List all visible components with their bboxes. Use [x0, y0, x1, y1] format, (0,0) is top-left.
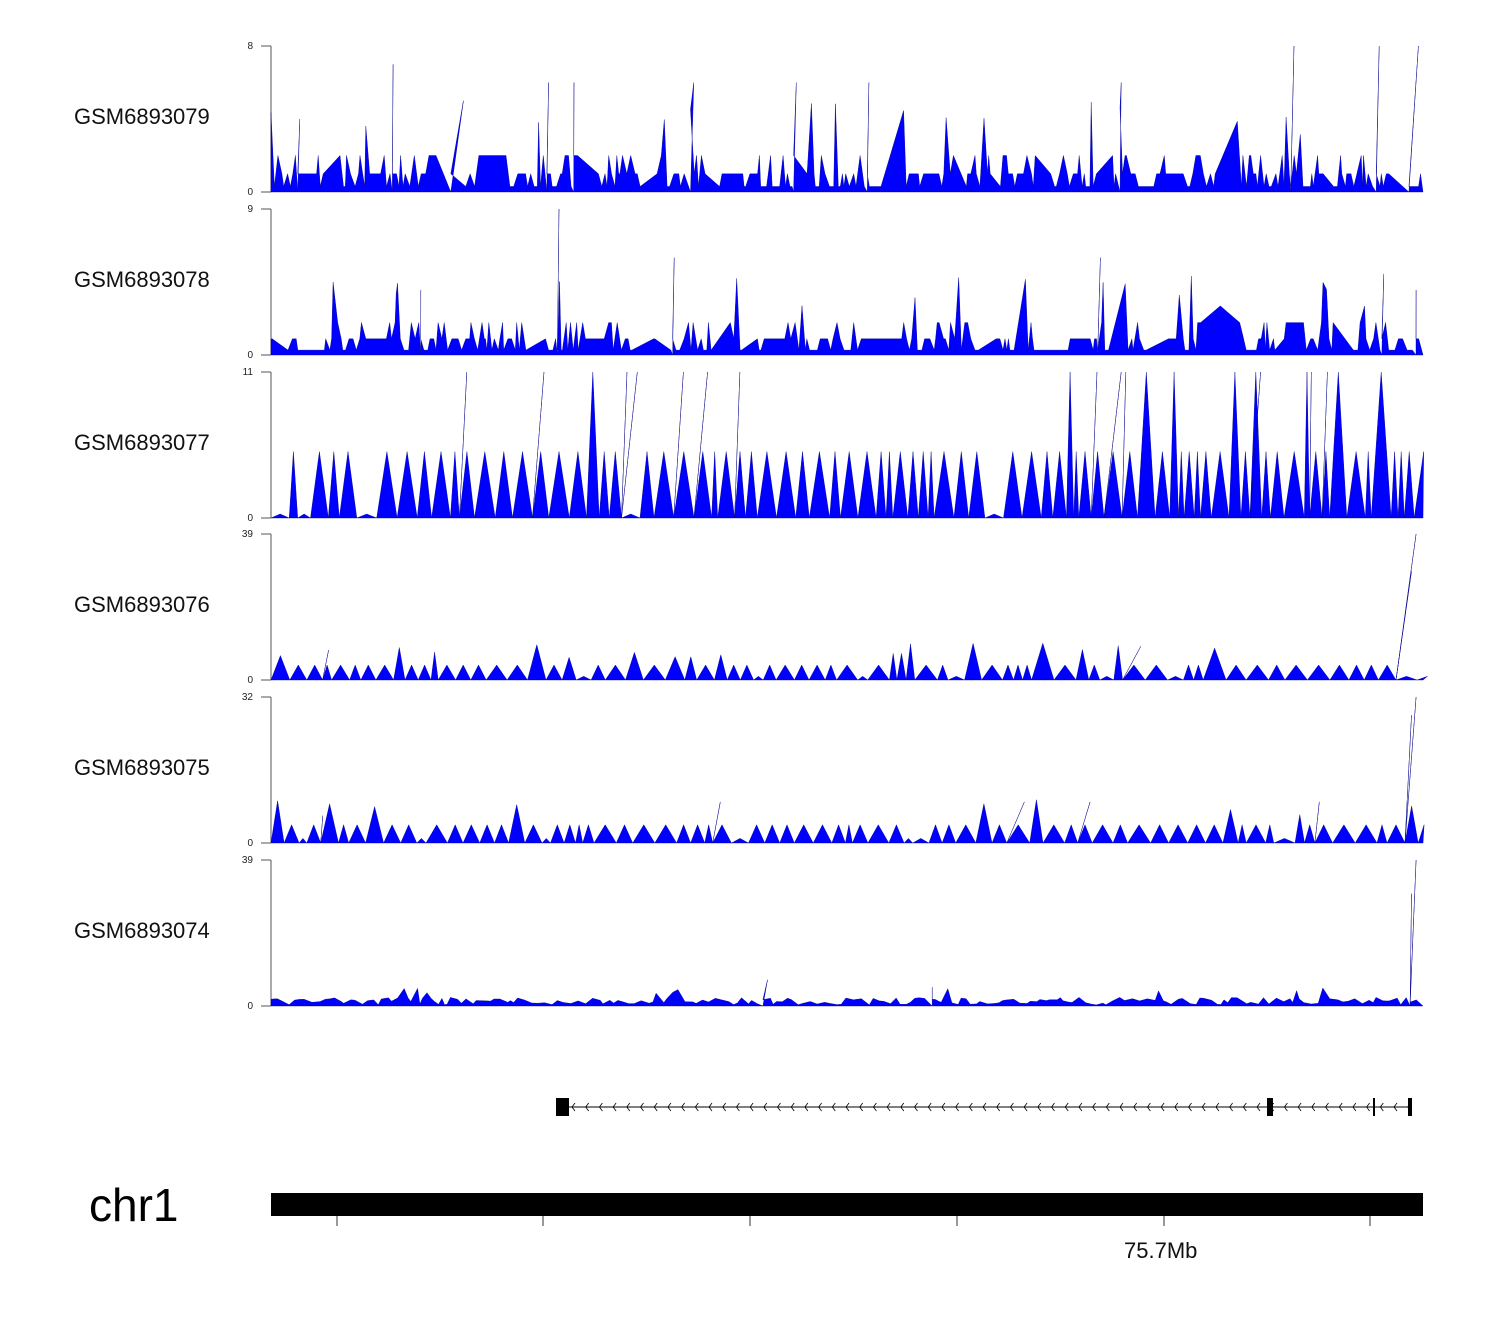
- track-label: GSM6893077: [74, 430, 210, 455]
- exon: [556, 1098, 569, 1116]
- strand-arrow: [927, 1102, 932, 1112]
- strand-arrow: [1119, 1102, 1124, 1112]
- strand-arrow: [1366, 1102, 1370, 1112]
- chromosome-bar: [271, 1193, 1423, 1216]
- strand-arrow: [681, 1102, 685, 1112]
- strand-arrow: [777, 1102, 781, 1112]
- y-min-label: 0: [247, 675, 253, 686]
- signal-area-GSM6893077: [270, 371, 1424, 519]
- x-tick-label: 75.7Mb: [1124, 1238, 1198, 1263]
- y-max-label: 8: [247, 41, 253, 52]
- exon: [1408, 1098, 1412, 1116]
- strand-arrow: [1037, 1102, 1042, 1112]
- y-max-label: 32: [242, 692, 254, 703]
- strand-arrow: [1092, 1102, 1096, 1112]
- strand-arrow: [1188, 1102, 1192, 1112]
- strand-arrow: [640, 1102, 644, 1112]
- y-min-label: 0: [247, 1001, 253, 1012]
- strand-arrow: [722, 1102, 727, 1112]
- track-label: GSM6893079: [74, 104, 210, 129]
- y-max-label: 11: [243, 367, 254, 378]
- strand-arrow: [653, 1102, 658, 1112]
- strand-arrow: [585, 1102, 590, 1112]
- strand-arrow: [1174, 1102, 1179, 1112]
- strand-arrow: [667, 1102, 672, 1112]
- chromosome-label: chr1: [89, 1179, 179, 1231]
- strand-arrow: [955, 1102, 959, 1112]
- strand-arrow: [1379, 1102, 1384, 1112]
- track-label: GSM6893074: [74, 918, 210, 943]
- strand-arrow: [1242, 1102, 1247, 1112]
- strand-arrow: [1338, 1102, 1343, 1112]
- strand-arrow: [941, 1102, 946, 1112]
- strand-arrow: [914, 1102, 918, 1112]
- exon: [1373, 1098, 1375, 1116]
- exon: [1267, 1098, 1273, 1116]
- strand-arrow: [735, 1102, 740, 1112]
- y-min-label: 0: [247, 350, 253, 361]
- strand-arrow: [763, 1102, 768, 1112]
- strand-arrow: [1051, 1102, 1055, 1112]
- strand-arrow: [1105, 1102, 1110, 1112]
- strand-arrow: [1325, 1102, 1329, 1112]
- strand-arrow: [612, 1102, 617, 1112]
- y-min-label: 0: [247, 513, 253, 524]
- y-min-label: 0: [247, 838, 253, 849]
- strand-arrow: [1064, 1102, 1069, 1112]
- track-label: GSM6893076: [74, 592, 210, 617]
- strand-arrow: [831, 1102, 836, 1112]
- signal-area-GSM6893078: [270, 208, 1424, 356]
- signal-area-GSM6893076: [270, 533, 1428, 681]
- strand-arrow: [790, 1102, 795, 1112]
- strand-arrow: [845, 1102, 850, 1112]
- y-max-label: 39: [242, 855, 254, 866]
- track-label: GSM6893075: [74, 755, 210, 780]
- strand-arrow: [872, 1102, 877, 1112]
- strand-arrow: [1393, 1102, 1398, 1112]
- signal-area-GSM6893074: [270, 859, 1424, 1007]
- strand-arrow: [1311, 1102, 1316, 1112]
- strand-arrow: [571, 1102, 576, 1112]
- y-max-label: 9: [247, 204, 253, 215]
- strand-arrow: [968, 1102, 973, 1112]
- strand-arrow: [749, 1102, 754, 1112]
- strand-arrow: [1297, 1102, 1302, 1112]
- track-label: GSM6893078: [74, 267, 210, 292]
- strand-arrow: [859, 1102, 864, 1112]
- strand-arrow: [1078, 1102, 1083, 1112]
- strand-arrow: [1133, 1102, 1138, 1112]
- signal-area-GSM6893079: [270, 45, 1424, 193]
- strand-arrow: [886, 1102, 891, 1112]
- strand-arrow: [694, 1102, 699, 1112]
- strand-arrow: [1009, 1102, 1014, 1112]
- strand-arrow: [804, 1102, 809, 1112]
- strand-arrow: [1201, 1102, 1206, 1112]
- y-min-label: 0: [247, 187, 253, 198]
- strand-arrow: [982, 1102, 987, 1112]
- strand-arrow: [626, 1102, 631, 1112]
- strand-arrow: [1283, 1102, 1288, 1112]
- strand-arrow: [708, 1102, 713, 1112]
- strand-arrow: [1215, 1102, 1220, 1112]
- strand-arrow: [1146, 1102, 1151, 1112]
- strand-arrow: [1023, 1102, 1028, 1112]
- signal-area-GSM6893075: [270, 696, 1425, 844]
- strand-arrow: [818, 1102, 822, 1112]
- strand-arrow: [1160, 1102, 1165, 1112]
- strand-arrow: [598, 1102, 603, 1112]
- y-max-label: 39: [242, 529, 254, 540]
- strand-arrow: [1229, 1102, 1233, 1112]
- strand-arrow: [1256, 1102, 1261, 1112]
- strand-arrow: [996, 1102, 1001, 1112]
- strand-arrow: [900, 1102, 905, 1112]
- strand-arrow: [1352, 1102, 1357, 1112]
